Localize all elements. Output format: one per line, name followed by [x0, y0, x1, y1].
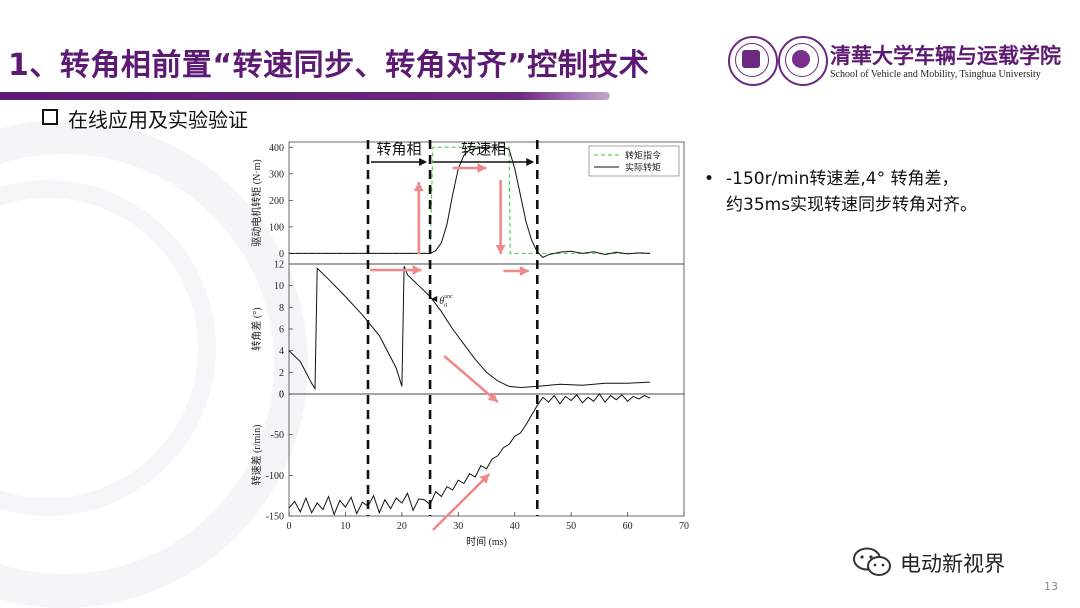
university-seal-icon: [728, 36, 778, 86]
theta-annotation: θ0unc: [439, 294, 453, 309]
theta-superscript: unc: [444, 294, 453, 300]
series-line-angle: [288, 266, 651, 391]
y-tick-label-torque: 100: [269, 222, 284, 233]
x-tick-label: 20: [397, 521, 407, 532]
series-line-torque: [289, 146, 651, 258]
y-tick-label-speed: -100: [266, 471, 284, 482]
red-arrow-torque-hold-head: [477, 163, 487, 173]
watermark: 电动新视界: [852, 542, 1052, 582]
y-tick-label-speed: -50: [271, 430, 284, 441]
phase-arrowhead-speed: [526, 158, 535, 166]
note-line-2: 约35ms实现转速同步转角对齐。: [726, 195, 978, 215]
y-tick-label-angle: 0: [279, 390, 284, 401]
y-tick-label-torque: 400: [269, 143, 284, 154]
y-tick-label-angle: 10: [274, 281, 284, 292]
page-number: 13: [1044, 580, 1058, 593]
title-underline-bar: [0, 92, 610, 100]
school-name-en: School of Vehicle and Mobility, Tsinghua…: [830, 69, 1041, 80]
y-axis-label-angle: 转角差 (°): [250, 307, 263, 350]
red-arrow-after-speed-head: [519, 266, 529, 276]
x-tick-label: 10: [340, 521, 350, 532]
x-tick-label: 50: [566, 521, 576, 532]
red-arrow-torque-up-head: [413, 182, 424, 191]
slide-title: 1、转角相前置“转速同步、转角对齐”控制技术: [8, 48, 650, 83]
series-line-speed: [288, 393, 651, 516]
red-arrow-angle-phase-head: [412, 265, 422, 275]
phase-label-speed: 转速相: [461, 140, 506, 158]
y-tick-label-torque: 0: [279, 249, 284, 260]
red-arrow-torque-down-head: [495, 245, 506, 254]
note-line-1: -150r/min转速差,4° 转角差，: [726, 169, 959, 189]
wechat-icon: [853, 547, 891, 576]
school-emblem-icon: [778, 36, 828, 86]
legend-label: 实际转矩: [625, 162, 661, 173]
panel-frame-speed: [288, 393, 685, 517]
y-tick-label-angle: 12: [274, 260, 284, 271]
y-tick-label-angle: 8: [279, 303, 284, 314]
x-tick-label: 30: [453, 521, 463, 532]
x-tick-label: 40: [510, 521, 520, 532]
red-arrow-angle-decrease: [443, 355, 499, 403]
y-axis-label-speed: 转速差 (r/min): [250, 425, 263, 486]
y-tick-label-torque: 200: [269, 196, 284, 207]
legend-label: 转矩指令: [625, 150, 661, 161]
y-tick-label-speed: -150: [266, 512, 284, 523]
school-name-cn: 清華大学车辆与运载学院: [830, 44, 1061, 68]
legend-box: [588, 145, 680, 177]
note-bullet: •: [704, 169, 715, 189]
red-arrow-angle-decrease-head: [487, 392, 498, 402]
x-tick-label: 60: [623, 521, 633, 532]
phase-arrowhead-angle: [419, 158, 428, 166]
y-tick-label-speed: 0: [279, 390, 284, 401]
section-subheading: 在线应用及实验验证: [68, 108, 248, 132]
panel-frame-angle: [288, 263, 685, 395]
red-arrow-speed-rise-head: [479, 474, 490, 484]
y-tick-label-angle: 6: [279, 325, 284, 336]
y-tick-label-torque: 300: [269, 169, 284, 180]
phase-label-angle: 转角相: [377, 140, 422, 158]
series-line-torque: [289, 146, 651, 254]
y-axis-label-torque: 驱动电机转矩 (N·m): [250, 159, 263, 247]
x-tick-label: 70: [679, 521, 689, 532]
theta-subscript: 0: [444, 303, 447, 309]
y-tick-label-angle: 4: [279, 346, 284, 357]
x-tick-label: 0: [287, 521, 292, 532]
watermark-text: 电动新视界: [900, 552, 1005, 576]
y-tick-label-angle: 2: [279, 368, 284, 379]
theta-pointer: [431, 296, 438, 302]
x-axis-label: 时间 (ms): [466, 535, 507, 548]
red-arrow-speed-rise: [431, 473, 491, 531]
square-bullet-icon: [42, 109, 58, 125]
